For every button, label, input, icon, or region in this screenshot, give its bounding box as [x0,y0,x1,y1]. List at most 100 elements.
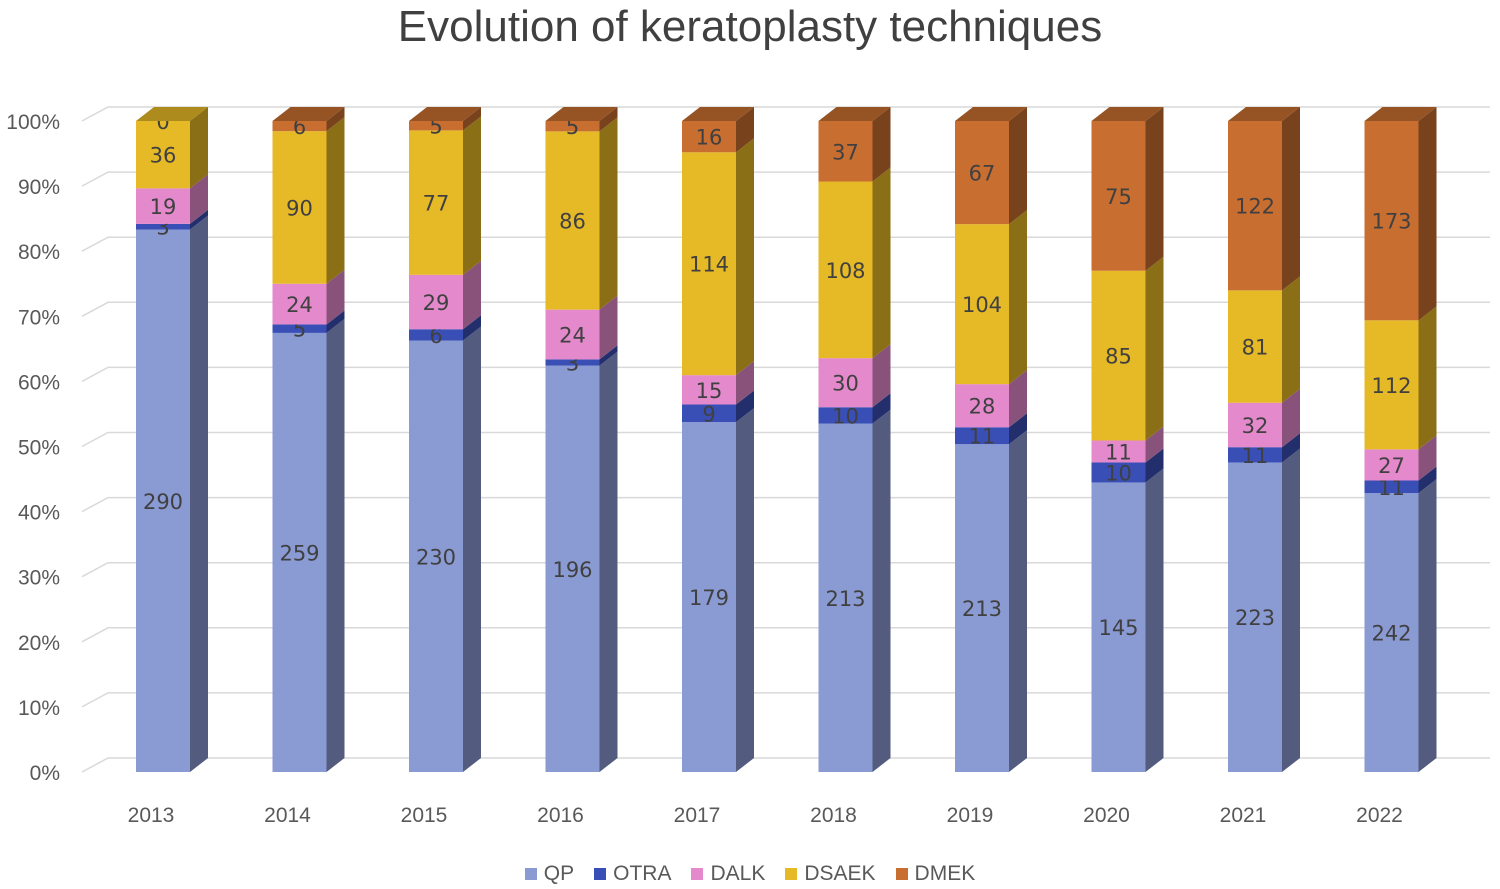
bar-front [272,131,327,284]
bar-segment-dalk-2016: 24 [545,295,618,360]
bar-side [463,315,481,341]
bar-side [1145,256,1164,441]
bar-front [272,324,327,333]
gridline [81,757,1490,773]
y-tick-label: 80% [18,241,60,264]
bar-side [872,344,891,408]
data-label: 179 [689,586,729,610]
data-label: 10 [1105,461,1132,485]
bar-segment-qp-2019: 213 [955,430,1027,772]
bar-side [736,390,754,423]
bar-front [1091,121,1146,271]
bar-segment-dalk-2021: 32 [1228,388,1300,448]
bar-side [1418,435,1437,481]
gridline [81,301,1490,317]
bar-side [1009,210,1027,385]
gridline [81,627,1490,643]
bar-front [136,223,190,230]
bar-front [818,423,873,772]
x-tick-label: 2022 [1356,804,1403,827]
y-tick-label: 100% [6,111,60,134]
data-label: 85 [1105,345,1132,369]
bar-side [736,107,754,153]
bar-front [955,444,1009,772]
bar-front [136,188,190,224]
bar-side [599,345,618,366]
bar-segment-dmek-2014: 6 [272,107,345,139]
x-tick-label: 2015 [401,804,448,827]
bar-top [1228,107,1300,121]
bar-front [409,130,463,275]
bar-side [872,393,891,424]
bar-segment-qp-2014: 259 [272,318,345,772]
bar-front [682,152,736,376]
legend-item-dmek: DMEK [895,862,975,886]
bar-side [1282,107,1300,291]
bar-side [1145,468,1164,772]
bar-front [818,181,873,359]
bar-front [1364,449,1419,481]
bar-front [545,365,600,772]
data-label: 145 [1098,616,1138,640]
bar-side [190,174,208,224]
gridline [81,106,1490,122]
bar-side [1009,430,1027,772]
bar-side [1145,448,1164,483]
bar-segment-dsaek-2020: 85 [1091,256,1164,441]
data-label: 290 [143,490,183,514]
y-tick-label: 60% [18,371,60,394]
bar-side [736,408,754,772]
bar-segment-dmek-2017: 16 [682,107,754,153]
x-tick-label: 2019 [947,804,994,827]
data-label: 32 [1242,414,1269,438]
bar-side [872,167,891,359]
bar-front [1364,320,1419,450]
x-tick-label: 2013 [128,804,175,827]
bar-front [1228,462,1282,772]
bar-segment-dsaek-2015: 77 [409,116,481,275]
bar-top [955,107,1027,121]
bar-side [872,409,891,772]
data-label: 223 [1235,606,1275,630]
gridline [81,496,1490,513]
bar-front [682,404,736,423]
data-label: 11 [1242,444,1269,468]
bar-side [1418,107,1437,321]
bar-side [1418,479,1437,772]
bar-front [409,340,463,772]
data-label: 108 [825,259,865,283]
bar-segment-otra-2020: 10 [1091,448,1164,485]
bar-front [682,121,736,153]
bar-front [955,427,1009,445]
bar-segment-dmek-2020: 75 [1091,107,1164,271]
bar-segment-otra-2019: 11 [955,413,1027,449]
bar-side [326,117,345,284]
bar-segment-dsaek-2013: 36 [136,107,208,189]
bar-side [1418,466,1437,494]
bar-segment-qp-2016: 196 [545,351,618,772]
bar-segment-dalk-2015: 29 [409,260,481,330]
data-label: 11 [969,425,996,449]
data-label: 10 [832,404,859,428]
data-label: 213 [825,587,865,611]
bar-segment-dmek-2016: 5 [545,107,618,139]
data-label: 37 [832,140,859,164]
bar-top [818,107,891,121]
data-label: 81 [1242,336,1269,360]
bar-side [326,310,345,333]
data-label: 9 [702,402,715,426]
bar-segment-dsaek-2021: 81 [1228,276,1300,403]
data-label: 24 [286,293,313,317]
bar-side [736,361,754,405]
bar-segment-dsaek-2017: 114 [682,138,754,376]
bar-side [190,107,208,189]
bar-side [599,107,618,132]
bar-top [136,107,208,121]
bar-segment-dalk-2018: 30 [818,344,891,408]
